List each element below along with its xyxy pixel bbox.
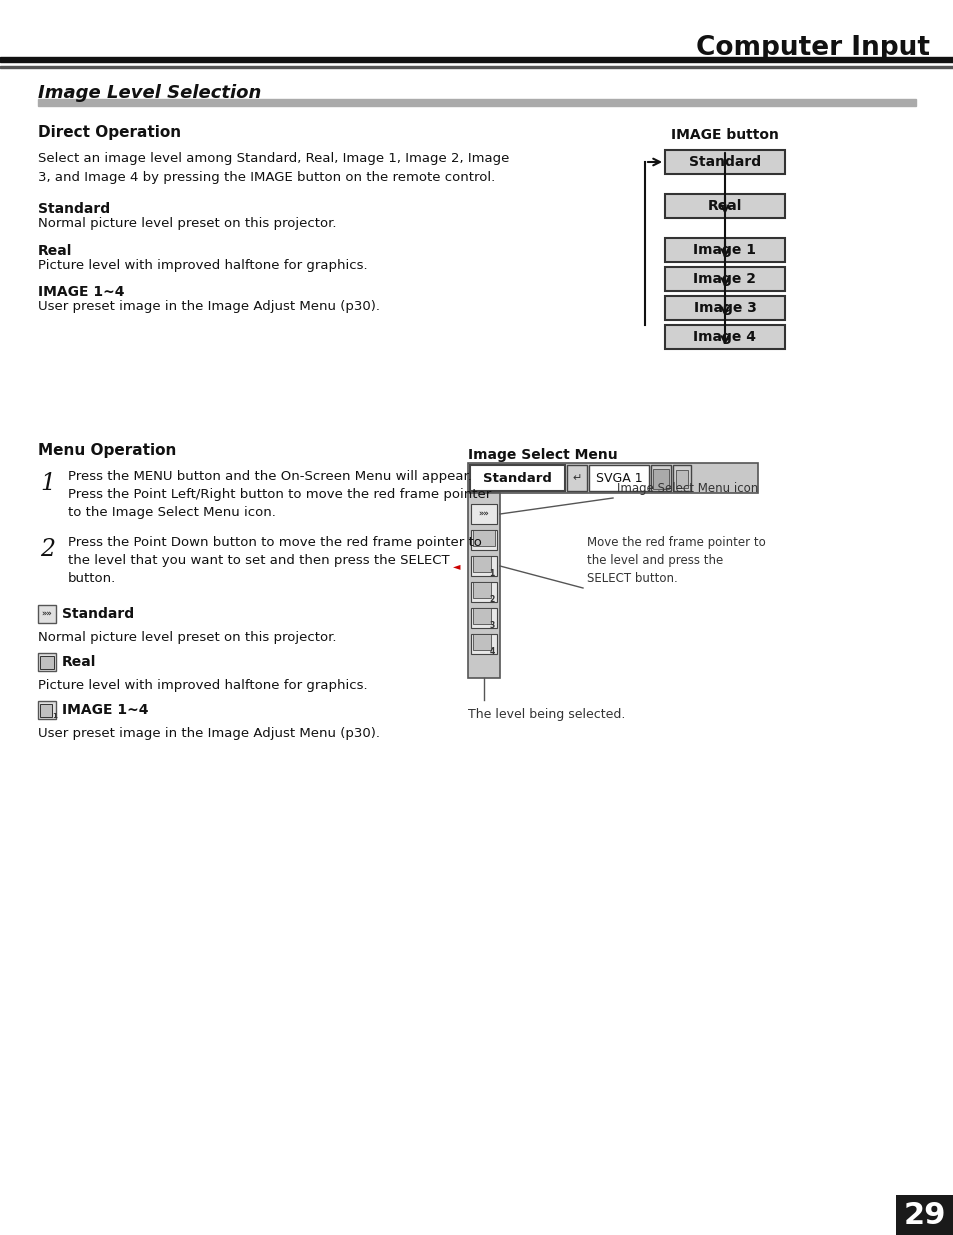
Bar xyxy=(664,296,784,320)
Text: Image 2: Image 2 xyxy=(693,272,756,287)
Text: 1: 1 xyxy=(52,713,57,719)
Text: Image 4: Image 4 xyxy=(693,330,756,345)
Text: Normal picture level preset on this projector.: Normal picture level preset on this proj… xyxy=(38,217,336,230)
Bar xyxy=(473,530,495,546)
Text: Real: Real xyxy=(62,655,96,669)
Text: ↵: ↵ xyxy=(572,473,581,483)
Bar xyxy=(473,634,491,650)
Text: Image 1: Image 1 xyxy=(693,243,756,257)
Bar xyxy=(652,469,668,489)
Text: Picture level with improved halftone for graphics.: Picture level with improved halftone for… xyxy=(38,679,367,693)
Bar xyxy=(471,582,497,601)
Bar xyxy=(468,493,499,678)
Bar xyxy=(38,99,915,106)
Text: Real: Real xyxy=(38,245,72,258)
Bar xyxy=(38,605,56,622)
Text: IMAGE button: IMAGE button xyxy=(670,128,778,142)
Bar xyxy=(471,556,497,576)
Text: Normal picture level preset on this projector.: Normal picture level preset on this proj… xyxy=(38,631,336,645)
Bar xyxy=(664,149,784,174)
Bar xyxy=(0,65,953,68)
Text: Press the Point Down button to move the red frame pointer to
the level that you : Press the Point Down button to move the … xyxy=(68,536,481,585)
Text: User preset image in the Image Adjust Menu (p30).: User preset image in the Image Adjust Me… xyxy=(38,300,379,312)
Bar xyxy=(664,325,784,350)
Text: Press the MENU button and the On-Screen Menu will appear.
Press the Point Left/R: Press the MENU button and the On-Screen … xyxy=(68,471,491,519)
Bar xyxy=(468,463,758,493)
Text: Image Select Menu: Image Select Menu xyxy=(468,448,617,462)
Bar xyxy=(672,466,690,492)
Text: Standard: Standard xyxy=(62,606,134,621)
Bar xyxy=(676,471,687,488)
Bar xyxy=(38,653,56,671)
Text: 3: 3 xyxy=(489,621,494,630)
Bar xyxy=(40,656,54,669)
Bar xyxy=(471,634,497,655)
Bar xyxy=(473,608,491,624)
Bar xyxy=(471,504,497,524)
Bar xyxy=(473,556,491,572)
Text: Standard: Standard xyxy=(482,472,552,484)
Text: User preset image in the Image Adjust Menu (p30).: User preset image in the Image Adjust Me… xyxy=(38,727,379,741)
Text: 1: 1 xyxy=(489,569,494,578)
Text: 29: 29 xyxy=(902,1200,945,1230)
Text: »»: »» xyxy=(42,610,52,619)
Text: Standard: Standard xyxy=(688,156,760,169)
Bar xyxy=(650,466,670,492)
Bar xyxy=(664,267,784,291)
Bar xyxy=(40,704,52,718)
Text: Image Select Menu icon: Image Select Menu icon xyxy=(617,482,758,495)
Bar xyxy=(473,582,491,598)
Text: 2: 2 xyxy=(489,595,494,604)
Text: SVGA 1: SVGA 1 xyxy=(595,472,641,484)
Text: Computer Input: Computer Input xyxy=(696,35,929,61)
Bar xyxy=(471,608,497,629)
Text: 4: 4 xyxy=(489,647,494,656)
Bar xyxy=(895,1195,953,1235)
Bar xyxy=(471,530,497,550)
Text: Select an image level among Standard, Real, Image 1, Image 2, Image
3, and Image: Select an image level among Standard, Re… xyxy=(38,152,509,184)
Bar xyxy=(0,57,953,62)
Text: IMAGE 1~4: IMAGE 1~4 xyxy=(62,703,149,718)
Bar xyxy=(38,701,56,719)
Text: Move the red frame pointer to
the level and press the
SELECT button.: Move the red frame pointer to the level … xyxy=(586,536,765,585)
Text: Picture level with improved halftone for graphics.: Picture level with improved halftone for… xyxy=(38,259,367,272)
Text: The level being selected.: The level being selected. xyxy=(468,708,625,721)
Bar xyxy=(566,466,586,492)
Text: Standard: Standard xyxy=(38,203,110,216)
Text: Image Level Selection: Image Level Selection xyxy=(38,84,261,103)
Text: »»: »» xyxy=(478,510,489,519)
Text: 1: 1 xyxy=(40,472,55,495)
Text: IMAGE 1~4: IMAGE 1~4 xyxy=(38,285,125,299)
Text: Menu Operation: Menu Operation xyxy=(38,442,176,457)
Bar xyxy=(664,194,784,219)
Text: 2: 2 xyxy=(40,538,55,561)
Text: Direct Operation: Direct Operation xyxy=(38,125,181,140)
Bar xyxy=(664,238,784,262)
Text: Image 3: Image 3 xyxy=(693,301,756,315)
Bar xyxy=(470,466,564,492)
Bar xyxy=(588,466,648,492)
Text: ◄: ◄ xyxy=(452,561,459,571)
Text: Real: Real xyxy=(707,199,741,212)
